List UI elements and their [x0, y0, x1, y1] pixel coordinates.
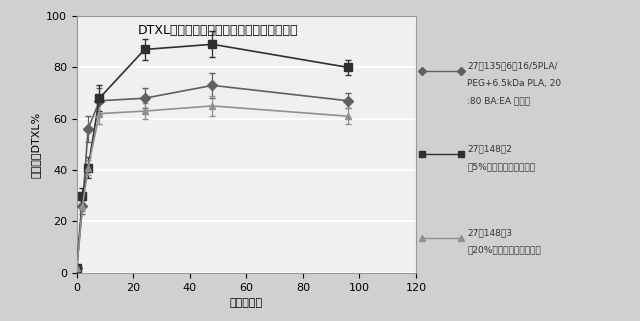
Text: 27－148－3: 27－148－3	[467, 228, 512, 237]
Y-axis label: 累計放出DTXL%: 累計放出DTXL%	[31, 111, 40, 178]
Text: （20%セチルアルコール）: （20%セチルアルコール）	[467, 246, 541, 255]
Text: 27－135－6（16/5PLA/: 27－135－6（16/5PLA/	[467, 61, 557, 70]
Text: DTXL放出に対するセチルアルコールの効果: DTXL放出に対するセチルアルコールの効果	[138, 24, 298, 37]
Text: PEG+6.5kDa PLA, 20: PEG+6.5kDa PLA, 20	[467, 79, 561, 88]
Text: （5%セチルアルコール）: （5%セチルアルコール）	[467, 162, 535, 171]
Text: :80 BA:EA 対照）: :80 BA:EA 対照）	[467, 96, 530, 105]
Text: 27－148－2: 27－148－2	[467, 144, 512, 153]
X-axis label: 時間（時）: 時間（時）	[230, 298, 263, 308]
